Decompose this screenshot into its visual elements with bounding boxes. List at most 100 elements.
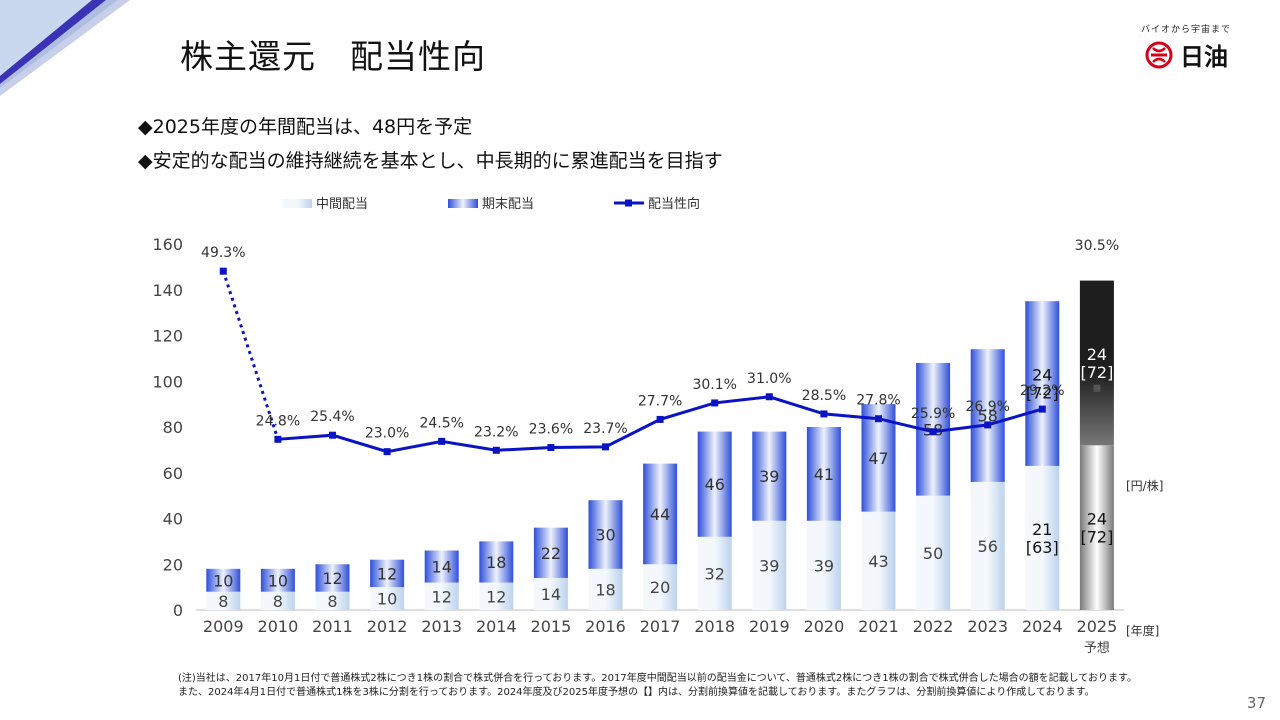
payout-point xyxy=(547,444,555,452)
bar-final xyxy=(370,559,405,588)
interim-value-label: 24 xyxy=(1087,510,1107,529)
bar-final xyxy=(479,541,514,583)
page-title: 株主還元 配当性向 xyxy=(180,37,486,76)
x-tick-label: 2013 xyxy=(421,617,462,636)
y-tick-label: 40 xyxy=(163,510,183,529)
bar-final xyxy=(206,568,241,592)
logo-name: 日油 xyxy=(1180,43,1228,71)
final-value-label: 24 xyxy=(1087,345,1107,364)
x-tick-label: 2021 xyxy=(858,617,899,636)
payout-value-label: 23.0% xyxy=(365,426,409,442)
legend-label: 中間配当 xyxy=(316,197,368,212)
bar-final xyxy=(315,564,350,592)
payout-value-label: 30.1% xyxy=(692,377,736,393)
y-tick-label: 120 xyxy=(152,327,183,346)
final-value-label: 47 xyxy=(868,449,888,468)
payout-value-label: 23.6% xyxy=(529,422,573,438)
payout-value-label: 30.5% xyxy=(1075,238,1119,254)
payout-point xyxy=(656,415,664,423)
x-tick-label: 2018 xyxy=(694,617,735,636)
bar-final xyxy=(643,463,678,565)
x-tick-label: 2014 xyxy=(476,617,517,636)
final-value-label: 30 xyxy=(595,526,615,545)
bar-final xyxy=(260,568,295,592)
interim-value-label: 8 xyxy=(327,592,337,611)
bar-interim xyxy=(1079,445,1114,610)
final-value-label: 58 xyxy=(978,407,998,426)
final-value-label: 41 xyxy=(814,465,834,484)
interim-value-label: 50 xyxy=(923,544,943,563)
interim-value-label: 56 xyxy=(978,537,998,556)
x-tick-label: 2024 xyxy=(1022,617,1063,636)
payout-point xyxy=(820,410,828,418)
payout-value-label: 27.7% xyxy=(638,393,682,409)
interim-value-label: 10 xyxy=(377,590,397,609)
y-tick-label: 160 xyxy=(152,235,183,254)
footnote-line-2: また、2024年4月1日付で普通株式1株を3株に分割を行っております。2024年… xyxy=(178,687,1095,698)
bar-interim xyxy=(370,587,405,610)
legend-marker xyxy=(625,199,632,207)
x-tick-label: 2025 xyxy=(1077,617,1118,636)
payout-value-label: 23.7% xyxy=(583,421,627,437)
interim-value-label: 32 xyxy=(705,564,725,583)
summary-bullets: ◆2025年度の年間配当は、48円を予定 ◆安定的な配当の維持継続を基本とし、中… xyxy=(138,112,723,180)
payout-point xyxy=(274,435,282,443)
payout-value-label: 49.3% xyxy=(201,245,245,261)
bar-interim xyxy=(479,582,514,610)
payout-point xyxy=(1038,405,1046,413)
interim-value-label: 21 xyxy=(1032,520,1052,539)
bullet-dividend-policy: ◆安定的な配当の維持継続を基本とし、中長期的に累進配当を目指す xyxy=(138,150,723,172)
final-value-label: 24 xyxy=(1032,366,1052,385)
page-number: 37 xyxy=(1246,694,1266,712)
y-tick-label: 140 xyxy=(152,281,183,300)
final-value-label: 22 xyxy=(541,544,561,563)
final-value-label: 44 xyxy=(650,505,670,524)
bar-final xyxy=(1025,301,1060,466)
payout-point xyxy=(602,443,609,451)
bar-final xyxy=(424,550,459,583)
interim-value-label: 18 xyxy=(595,580,615,599)
payout-value-label: 25.4% xyxy=(310,409,354,425)
nof-logo-icon xyxy=(1145,41,1173,68)
bar-final xyxy=(752,431,787,521)
payout-value-label: 24.5% xyxy=(419,415,463,431)
payout-point xyxy=(219,267,227,275)
x-tick-sublabel: 予想 xyxy=(1084,640,1110,656)
payout-point xyxy=(1093,384,1101,392)
y-tick-label: 80 xyxy=(163,418,183,437)
final-value-label: [72] xyxy=(1080,363,1113,382)
bar-interim xyxy=(970,481,1005,610)
footnote: (注)当社は、2017年10月1日付で普通株式2株につき1株の割合で株式併合を行… xyxy=(178,672,1137,700)
logo-tagline: バイオから宇宙まで xyxy=(1140,25,1231,35)
bar-final xyxy=(1079,280,1114,446)
payout-point xyxy=(875,415,882,423)
bar-final xyxy=(533,527,568,578)
bar-interim xyxy=(1025,465,1060,610)
bar-final xyxy=(806,427,841,521)
payout-value-label: 31.0% xyxy=(747,371,791,387)
x-tick-label: 2023 xyxy=(967,617,1008,636)
payout-point xyxy=(984,421,992,429)
bar-final xyxy=(588,500,623,569)
payout-point xyxy=(438,437,446,445)
x-tick-label: 2016 xyxy=(585,617,626,636)
bar-interim xyxy=(315,591,350,610)
interim-value-label: 39 xyxy=(814,556,834,575)
interim-value-label: [63] xyxy=(1026,538,1059,557)
payout-value-label: 23.2% xyxy=(474,424,518,440)
interim-value-label: 43 xyxy=(868,552,888,571)
x-tick-label: 2011 xyxy=(312,617,353,636)
interim-value-label: 12 xyxy=(432,587,452,606)
bar-interim xyxy=(424,582,459,610)
legend-swatch xyxy=(448,199,478,208)
bar-interim xyxy=(533,577,568,610)
payout-point xyxy=(383,448,391,456)
corner-decoration xyxy=(0,0,130,96)
payout-point xyxy=(765,393,773,401)
x-tick-label: 2012 xyxy=(367,617,408,636)
interim-value-label: 12 xyxy=(486,587,506,606)
x-tick-label: 2017 xyxy=(640,617,681,636)
x-tick-label: 2022 xyxy=(913,617,954,636)
interim-value-label: 20 xyxy=(650,578,670,597)
